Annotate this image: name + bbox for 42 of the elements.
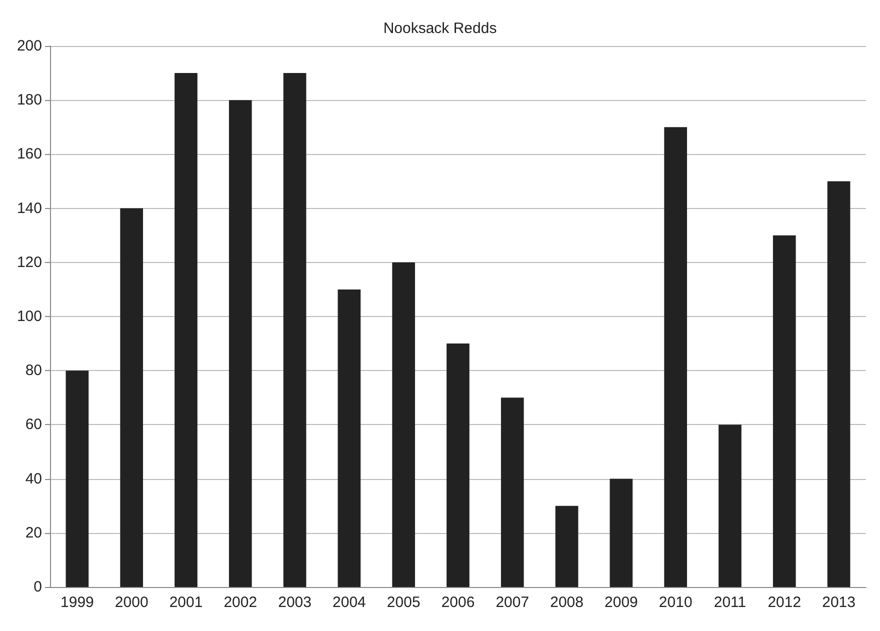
- x-tick-label: 2005: [386, 594, 420, 611]
- x-tick-label: 2004: [332, 594, 366, 611]
- x-tick-label: 2012: [768, 594, 802, 611]
- x-tick-label: 2008: [550, 594, 584, 611]
- bar: [66, 370, 89, 587]
- bar: [120, 208, 144, 587]
- y-tick-label: 80: [25, 362, 42, 380]
- y-tick-label: 20: [25, 524, 42, 542]
- bar: [283, 73, 306, 587]
- x-tick-label: 2006: [441, 594, 475, 611]
- bar: [392, 262, 416, 587]
- x-tick-label: 2011: [714, 594, 746, 611]
- x-tick-label: 2000: [114, 594, 148, 611]
- y-tick-label: 140: [16, 200, 42, 217]
- bar: [772, 235, 796, 587]
- x-tick-label: 1999: [60, 594, 94, 611]
- bar: [827, 181, 850, 587]
- x-tick-label: 2013: [822, 594, 856, 611]
- x-tick-label: 2009: [604, 594, 638, 611]
- x-tick-label: 2003: [278, 594, 312, 611]
- y-tick-label: 60: [25, 416, 42, 434]
- bar: [555, 506, 578, 587]
- x-tick-label: 2010: [658, 594, 692, 611]
- x-tick-label: 2007: [496, 594, 530, 611]
- y-tick-label: 40: [25, 470, 42, 488]
- chart-title: Nooksack Redds: [383, 20, 497, 37]
- bar: [664, 127, 688, 587]
- bar: [718, 424, 742, 587]
- y-tick-label: 180: [16, 92, 42, 109]
- y-tick-label: 100: [16, 308, 42, 325]
- bar: [174, 73, 198, 587]
- bar: [228, 100, 252, 587]
- y-tick-label: 0: [34, 578, 42, 596]
- y-tick-label: 120: [16, 254, 42, 271]
- bar: [446, 344, 470, 587]
- bar: [610, 478, 633, 587]
- x-tick-label: 2002: [224, 594, 258, 611]
- bar: [338, 289, 361, 587]
- bar: [500, 398, 524, 587]
- y-tick-label: 160: [16, 146, 42, 163]
- x-tick-label: 2001: [169, 594, 203, 611]
- y-tick-label: 200: [16, 38, 42, 54]
